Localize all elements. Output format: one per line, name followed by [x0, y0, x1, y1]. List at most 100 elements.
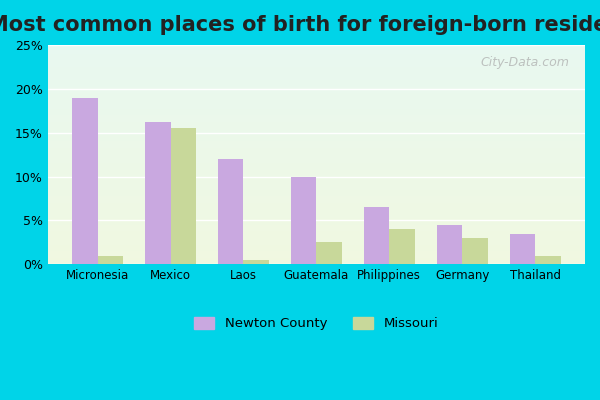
Bar: [364, 207, 389, 264]
Bar: [48, 181, 585, 183]
Bar: [48, 111, 585, 113]
Title: Most common places of birth for foreign-born residents: Most common places of birth for foreign-…: [0, 15, 600, 35]
Bar: [48, 216, 585, 218]
Bar: [48, 188, 585, 190]
Bar: [48, 218, 585, 220]
Bar: [48, 54, 585, 56]
Bar: [48, 89, 585, 91]
Bar: [48, 247, 585, 249]
Bar: [48, 133, 585, 135]
Bar: [48, 159, 585, 161]
Bar: [48, 113, 585, 115]
Bar: [48, 236, 585, 238]
Bar: [48, 168, 585, 170]
Bar: [48, 95, 585, 98]
Bar: [48, 260, 585, 262]
Bar: [72, 98, 98, 264]
Bar: [48, 52, 585, 54]
Bar: [48, 47, 585, 49]
Bar: [48, 227, 585, 229]
Bar: [509, 234, 535, 264]
Bar: [48, 196, 585, 198]
Bar: [48, 148, 585, 150]
Bar: [48, 74, 585, 76]
Bar: [48, 183, 585, 185]
Bar: [48, 249, 585, 251]
Bar: [389, 229, 415, 264]
Bar: [48, 152, 585, 155]
Bar: [48, 106, 585, 108]
Bar: [48, 115, 585, 117]
Bar: [48, 137, 585, 139]
Bar: [145, 122, 170, 264]
Bar: [48, 142, 585, 144]
Bar: [48, 176, 585, 179]
Bar: [48, 102, 585, 104]
Bar: [48, 190, 585, 192]
Bar: [48, 229, 585, 232]
Bar: [48, 45, 585, 47]
Bar: [48, 65, 585, 67]
Bar: [48, 253, 585, 256]
Bar: [48, 122, 585, 124]
Text: City-Data.com: City-Data.com: [480, 56, 569, 69]
Bar: [48, 166, 585, 168]
Bar: [291, 176, 316, 264]
Bar: [48, 251, 585, 253]
Bar: [462, 238, 488, 264]
Bar: [48, 60, 585, 62]
Bar: [535, 256, 560, 264]
Bar: [48, 220, 585, 223]
Bar: [48, 192, 585, 194]
Bar: [48, 185, 585, 188]
Bar: [48, 49, 585, 52]
Bar: [48, 223, 585, 225]
Bar: [48, 80, 585, 82]
Bar: [48, 172, 585, 174]
Bar: [48, 124, 585, 126]
Bar: [48, 69, 585, 71]
Bar: [48, 157, 585, 159]
Bar: [48, 84, 585, 86]
Bar: [48, 210, 585, 212]
Bar: [98, 256, 123, 264]
Bar: [48, 240, 585, 242]
Bar: [48, 203, 585, 205]
Bar: [48, 78, 585, 80]
Bar: [48, 146, 585, 148]
Bar: [437, 225, 462, 264]
Bar: [48, 117, 585, 120]
Bar: [48, 100, 585, 102]
Bar: [48, 198, 585, 201]
Bar: [48, 214, 585, 216]
Bar: [48, 120, 585, 122]
Bar: [48, 201, 585, 203]
Bar: [218, 159, 244, 264]
Bar: [48, 56, 585, 58]
Bar: [48, 170, 585, 172]
Bar: [48, 242, 585, 244]
Bar: [48, 93, 585, 95]
Bar: [48, 161, 585, 163]
Bar: [48, 150, 585, 152]
Bar: [48, 82, 585, 84]
Bar: [316, 242, 342, 264]
Bar: [48, 104, 585, 106]
Bar: [48, 258, 585, 260]
Bar: [48, 58, 585, 60]
Bar: [48, 238, 585, 240]
Bar: [48, 144, 585, 146]
Bar: [48, 234, 585, 236]
Bar: [244, 260, 269, 264]
Bar: [48, 135, 585, 137]
Bar: [48, 244, 585, 247]
Bar: [170, 128, 196, 264]
Bar: [48, 67, 585, 69]
Bar: [48, 98, 585, 100]
Bar: [48, 256, 585, 258]
Bar: [48, 194, 585, 196]
Bar: [48, 174, 585, 176]
Bar: [48, 225, 585, 227]
Bar: [48, 71, 585, 74]
Bar: [48, 205, 585, 207]
